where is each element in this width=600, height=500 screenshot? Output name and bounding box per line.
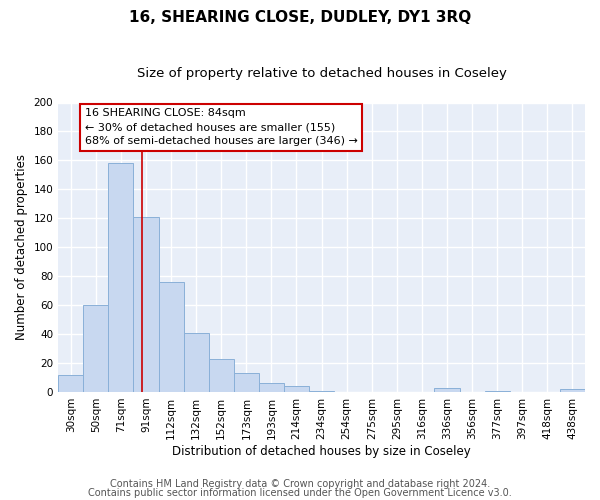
- Text: 16 SHEARING CLOSE: 84sqm
← 30% of detached houses are smaller (155)
68% of semi-: 16 SHEARING CLOSE: 84sqm ← 30% of detach…: [85, 108, 358, 146]
- Bar: [184, 332, 209, 392]
- Y-axis label: Number of detached properties: Number of detached properties: [15, 154, 28, 340]
- Bar: [58, 374, 83, 392]
- Bar: [434, 388, 460, 392]
- Bar: [209, 358, 234, 392]
- Text: Contains HM Land Registry data © Crown copyright and database right 2024.: Contains HM Land Registry data © Crown c…: [110, 479, 490, 489]
- Bar: [309, 390, 334, 392]
- Bar: [133, 217, 158, 392]
- Text: Contains public sector information licensed under the Open Government Licence v3: Contains public sector information licen…: [88, 488, 512, 498]
- Bar: [259, 384, 284, 392]
- Bar: [234, 373, 259, 392]
- Text: 16, SHEARING CLOSE, DUDLEY, DY1 3RQ: 16, SHEARING CLOSE, DUDLEY, DY1 3RQ: [129, 10, 471, 25]
- Title: Size of property relative to detached houses in Coseley: Size of property relative to detached ho…: [137, 68, 506, 80]
- Bar: [109, 164, 133, 392]
- Bar: [485, 390, 510, 392]
- Bar: [284, 386, 309, 392]
- X-axis label: Distribution of detached houses by size in Coseley: Distribution of detached houses by size …: [172, 444, 471, 458]
- Bar: [83, 305, 109, 392]
- Bar: [158, 282, 184, 392]
- Bar: [560, 389, 585, 392]
